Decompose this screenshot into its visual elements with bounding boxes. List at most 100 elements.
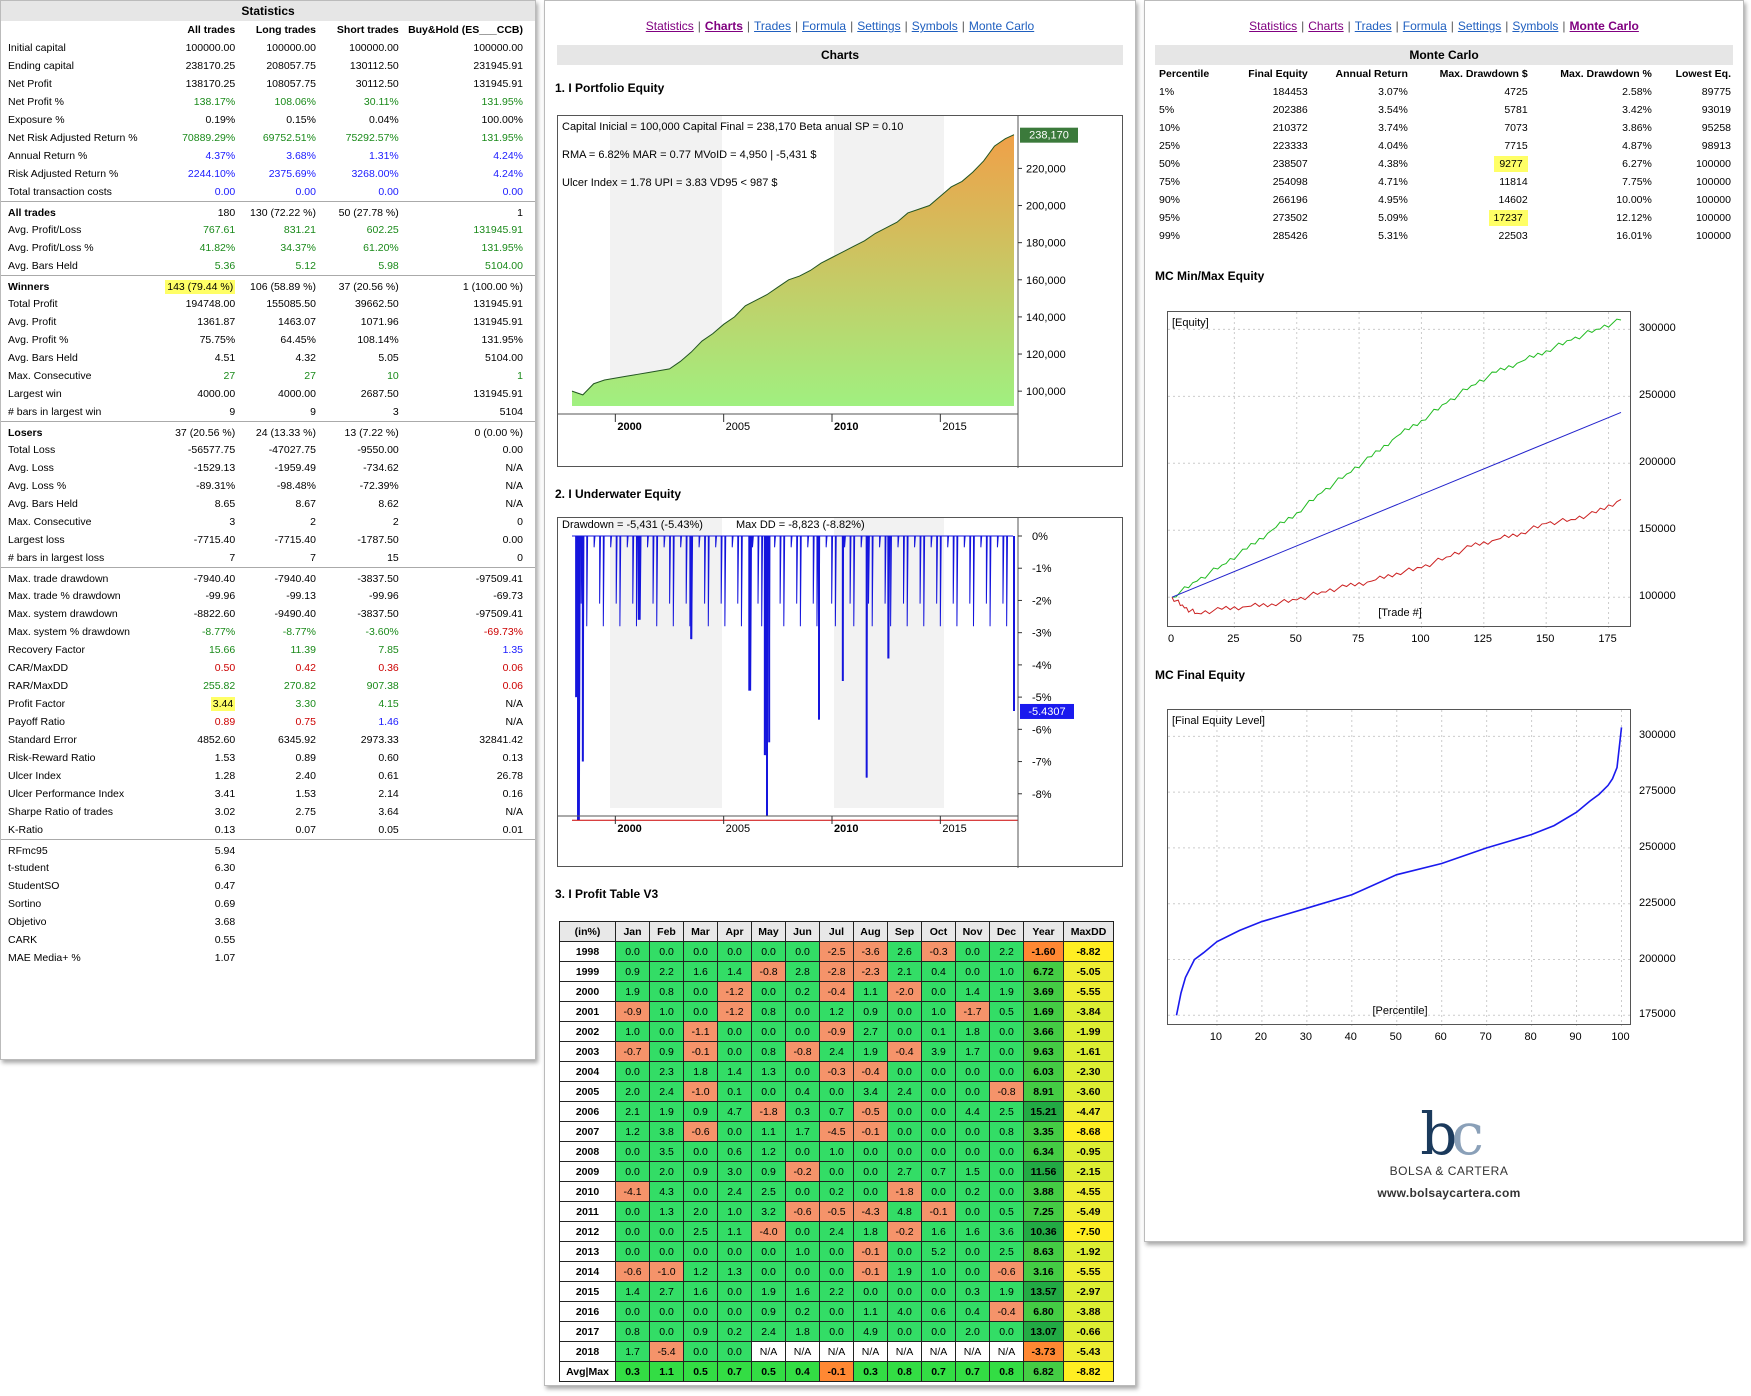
month-cell: 6.82 [1023, 1361, 1064, 1382]
nav-link-monte-carlo[interactable]: Monte Carlo [1569, 19, 1639, 33]
month-cell: -5.49 [1063, 1201, 1114, 1222]
stat-value: 131.95% [481, 334, 523, 346]
header-cell: Annual Return [1335, 68, 1408, 80]
month-cell: -2.5 [819, 941, 854, 962]
nav-link-settings[interactable]: Settings [857, 19, 901, 33]
nav-link-trades[interactable]: Trades [754, 19, 791, 33]
month-cell: -1.1 [683, 1021, 718, 1042]
month-cell: 1.9 [649, 1101, 684, 1122]
nav-link-statistics[interactable]: Statistics [1249, 19, 1298, 33]
nav-link-symbols[interactable]: Symbols [1512, 19, 1559, 33]
month-cell: 0.4 [955, 1301, 990, 1322]
stat-value: 50 (27.78 %) [319, 200, 403, 221]
stat-row: Ending capital 238170.25 208057.75 130112.5… [1, 57, 535, 75]
month-cell: 0.0 [955, 1081, 990, 1102]
stat-value: 0.42 [239, 659, 320, 677]
month-cell: -4.1 [615, 1181, 650, 1202]
nav-link-formula[interactable]: Formula [1402, 19, 1447, 33]
month-cell: 1.1 [853, 981, 888, 1002]
y-tick-label: 180,000 [1026, 238, 1066, 250]
month-cell: 0.0 [683, 981, 718, 1002]
month-cell: 0.2 [785, 1301, 820, 1322]
nav-link-symbols[interactable]: Symbols [911, 19, 958, 33]
month-cell: 0.0 [853, 1141, 888, 1162]
stat-value: 24 (13.33 %) [239, 420, 320, 441]
stat-value: 70889.29% [161, 129, 240, 147]
stat-value: 15 [387, 551, 399, 564]
month-cell: 1.69 [1023, 1001, 1064, 1022]
stat-value-text: 3.30 [295, 698, 316, 710]
month-cell: 0.7 [921, 1361, 956, 1382]
stat-row: t-student 6.30 [1, 859, 535, 877]
month-cell: 1.6 [785, 1281, 820, 1302]
stat-label: Payoff Ratio [8, 716, 66, 728]
month-cell: 0.0 [989, 1041, 1024, 1062]
series-line [1171, 411, 1622, 598]
nav-link-settings[interactable]: Settings [1457, 19, 1502, 33]
month-cell: 0.0 [989, 1161, 1024, 1182]
month-cell: 0.6 [717, 1141, 752, 1162]
month-cell: -0.1 [853, 1241, 888, 1262]
stat-value: -89.31% [196, 480, 236, 492]
month-cell: 0.8 [751, 1041, 786, 1062]
month-cell: 0.9 [683, 1161, 718, 1182]
stat-value [320, 931, 403, 949]
month-cell: N/A [751, 1341, 786, 1362]
month-cell: -0.2 [887, 1221, 922, 1242]
month-cell: 0.4 [921, 961, 956, 982]
equity-chart-svg: 220,000 200,000 180,000 160,000 140,000 120,0… [558, 116, 1078, 468]
month-cell: 0.3 [615, 1361, 650, 1382]
month-cell: 0.8 [989, 1121, 1024, 1142]
year-cell: 2018 [559, 1341, 616, 1362]
profit-table-row: 2014 -0.6 -1.0 1.2 1.3 0.0 0.0 0.0 -0.1 1.9 1.0 0.0… [559, 1261, 1114, 1282]
stat-value: 2 [310, 516, 316, 528]
stat-row: Avg. Profit/Loss % 41.82% 34.37% 61.20% 131.… [1, 239, 535, 257]
stat-value: 3 [392, 405, 399, 418]
header-cell: Max. Drawdown $ [1439, 68, 1528, 80]
stat-label: Largest loss [8, 534, 65, 546]
month-cell: 1.5 [955, 1161, 990, 1182]
month-cell: 0.3 [785, 1101, 820, 1122]
y-tick-label: 150000 [1639, 523, 1676, 536]
stat-value-text: 0.06 [502, 680, 523, 692]
header-cell: Oct [921, 921, 956, 942]
month-cell: 0.0 [751, 941, 786, 962]
stat-value: -7715.40 [193, 534, 236, 546]
month-cell: 0.0 [819, 1161, 854, 1182]
nav-link-formula[interactable]: Formula [802, 19, 847, 33]
stat-value: -1959.49 [274, 462, 316, 474]
underwater-chart[interactable]: 0% -1% -2% -3% -4% -5% -6% -7% -8% 2000 2005 2010 20… [557, 517, 1123, 868]
mc-final-chart[interactable]: [Final Equity Level] [Percentile] [1167, 709, 1632, 1026]
nav-link-charts[interactable]: Charts [1308, 19, 1344, 33]
stat-value: 1463.07 [278, 316, 316, 328]
nav-link-trades[interactable]: Trades [1354, 19, 1392, 33]
stat-label: Total Profit [8, 298, 58, 310]
equity-chart[interactable]: 220,000 200,000 180,000 160,000 140,000 120,0… [557, 115, 1123, 468]
stat-value: 3.64 [378, 806, 399, 818]
nav-link-statistics[interactable]: Statistics [645, 19, 694, 33]
month-cell: 1.8 [955, 1021, 990, 1042]
profit-table-row: 2004 0.0 2.3 1.8 1.4 1.3 0.0 -0.3 -0.4 0.0 0.0 0.0 0… [559, 1061, 1114, 1082]
month-cell: 1.0 [819, 1141, 854, 1162]
mc-row: 99% 285426 5.31% 22503 16.01% 100000 [1155, 227, 1735, 245]
stat-value: 69752.51% [239, 129, 320, 147]
month-cell: -3.84 [1063, 1001, 1114, 1022]
month-cell: N/A [887, 1341, 922, 1362]
y-tick-label: 220,000 [1026, 163, 1066, 175]
stat-value-text: 2375.69% [268, 168, 316, 180]
month-cell: 1.9 [989, 1281, 1024, 1302]
stat-value: 138.17% [161, 93, 240, 111]
month-cell: -3.60 [1063, 1081, 1114, 1102]
stat-value: 1071.96 [360, 316, 399, 328]
year-cell: 2004 [559, 1061, 616, 1082]
month-cell: 2.5 [989, 1101, 1024, 1122]
mc-cell: 12.12% [1616, 212, 1652, 224]
month-cell: 2.0 [615, 1081, 650, 1102]
month-cell: 0.9 [853, 1001, 888, 1022]
month-cell: 1.6 [683, 961, 718, 982]
stat-label: CAR/MaxDD [8, 662, 69, 674]
nav-link-charts[interactable]: Charts [704, 19, 743, 33]
mc-minmax-chart[interactable]: [Equity] [Trade #] [1167, 311, 1632, 628]
nav-link-monte-carlo[interactable]: Monte Carlo [968, 19, 1035, 33]
month-cell: 3.6 [989, 1221, 1024, 1242]
